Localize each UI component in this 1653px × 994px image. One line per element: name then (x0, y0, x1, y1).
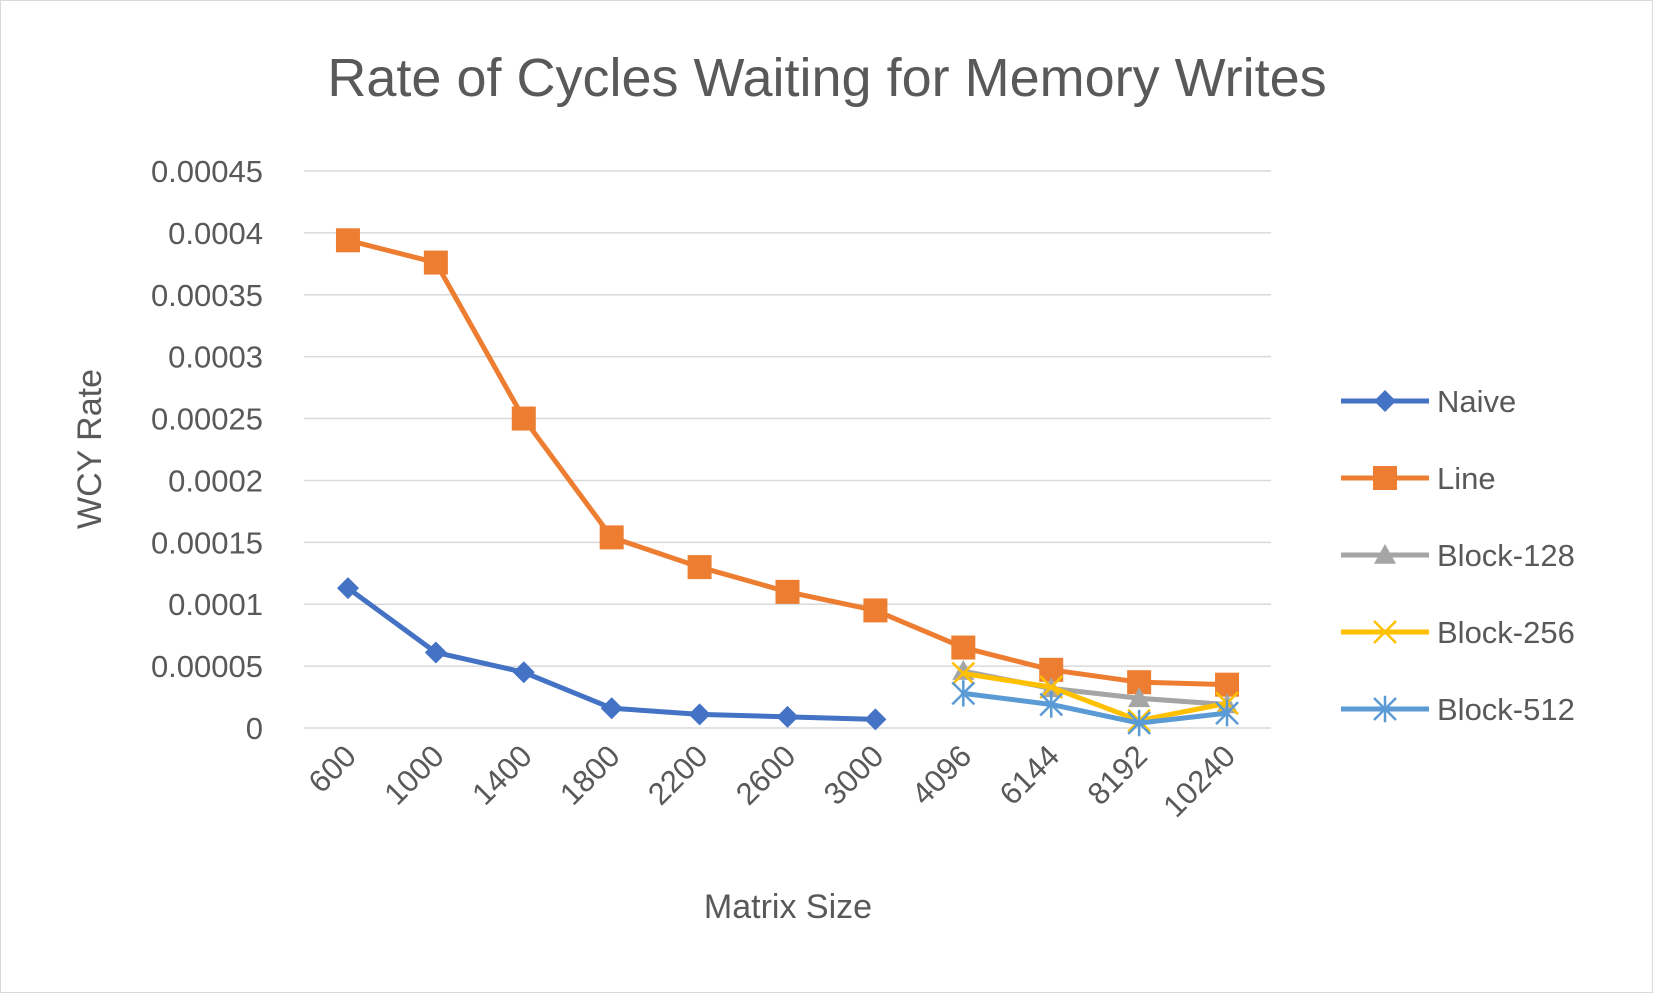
x-axis-ticks: 600 1000 1400 1800 2200 2600 3000 4096 6144 8192 1… (302, 738, 1242, 824)
legend-item: Line (1341, 461, 1496, 496)
y-tick-label: 0.00045 (151, 154, 263, 189)
legend-marker (1373, 695, 1397, 723)
data-point (951, 635, 976, 660)
legend-marker (1374, 544, 1396, 564)
data-point (1039, 691, 1064, 718)
legend-label: Naive (1437, 384, 1516, 419)
data-point (1127, 709, 1152, 737)
y-tick-label: 0.00015 (151, 525, 263, 560)
data-point (512, 661, 535, 684)
series-line (960, 690, 1230, 726)
gridlines (304, 170, 1271, 729)
y-axis-ticks: 0 0.00005 0.0001 0.00015 0.0002 0.00025 0.0003… (151, 154, 263, 746)
y-axis-title: WCY Rate (71, 369, 109, 529)
y-tick-label: 0.00005 (151, 649, 263, 684)
x-tick-label: 10240 (1156, 738, 1242, 824)
data-point (599, 525, 624, 550)
legend-label: Block-512 (1437, 692, 1575, 727)
series-block-512 (951, 680, 1239, 737)
data-point (424, 641, 447, 664)
x-tick-label: 1000 (377, 738, 451, 812)
data-point (335, 228, 360, 253)
data-point (863, 598, 888, 623)
chart-title: Rate of Cycles Waiting for Memory Writes (327, 48, 1326, 108)
x-tick-label: 8192 (1081, 738, 1155, 812)
legend-marker (1373, 620, 1397, 644)
x-tick-label: 4096 (905, 738, 979, 812)
data-point (951, 661, 976, 686)
y-tick-label: 0.0002 (168, 463, 263, 498)
x-tick-label: 6144 (993, 738, 1067, 812)
x-tick-label: 600 (302, 738, 363, 799)
legend-marker (1374, 390, 1396, 412)
legend-item: Block-512 (1341, 692, 1575, 727)
legend-label: Block-128 (1437, 538, 1575, 573)
y-tick-label: 0.0004 (168, 216, 263, 251)
x-tick-label: 3000 (817, 738, 891, 812)
data-point (511, 406, 536, 431)
x-tick-label: 2600 (729, 738, 803, 812)
series-naive (336, 577, 887, 731)
legend-item: Block-128 (1341, 538, 1575, 573)
legend-item: Naive (1341, 384, 1516, 419)
data-point (1215, 699, 1239, 727)
x-tick-label: 1800 (553, 738, 627, 812)
data-point (600, 697, 623, 720)
data-point (336, 577, 359, 600)
legend-marker (1373, 466, 1397, 490)
data-point (1039, 675, 1064, 700)
series-line (345, 237, 1230, 688)
x-axis-title: Matrix Size (704, 888, 872, 926)
legend-label: Line (1437, 461, 1496, 496)
series-lines (335, 228, 1240, 737)
series-line (960, 671, 1230, 724)
y-tick-label: 0 (246, 711, 263, 746)
data-point (951, 680, 976, 707)
data-point (1128, 687, 1151, 708)
legend-label: Block-256 (1437, 615, 1575, 650)
y-tick-label: 0.0001 (168, 587, 263, 622)
legend-item: Block-256 (1341, 615, 1575, 650)
series-block-256 (951, 661, 1239, 733)
data-point (688, 703, 711, 726)
legend: Naive Line Block-128 Block-256 Block-512 (1341, 384, 1575, 727)
x-tick-label: 2200 (641, 738, 715, 812)
y-tick-label: 0.00025 (151, 402, 263, 437)
data-point (1215, 672, 1240, 697)
data-point (864, 708, 887, 731)
data-point (776, 705, 799, 728)
data-point (423, 250, 448, 275)
x-tick-label: 1400 (465, 738, 539, 812)
data-point (775, 579, 800, 604)
data-point (687, 555, 712, 580)
y-tick-label: 0.00035 (151, 278, 263, 313)
y-tick-label: 0.0003 (168, 340, 263, 375)
series-line (335, 228, 1240, 697)
